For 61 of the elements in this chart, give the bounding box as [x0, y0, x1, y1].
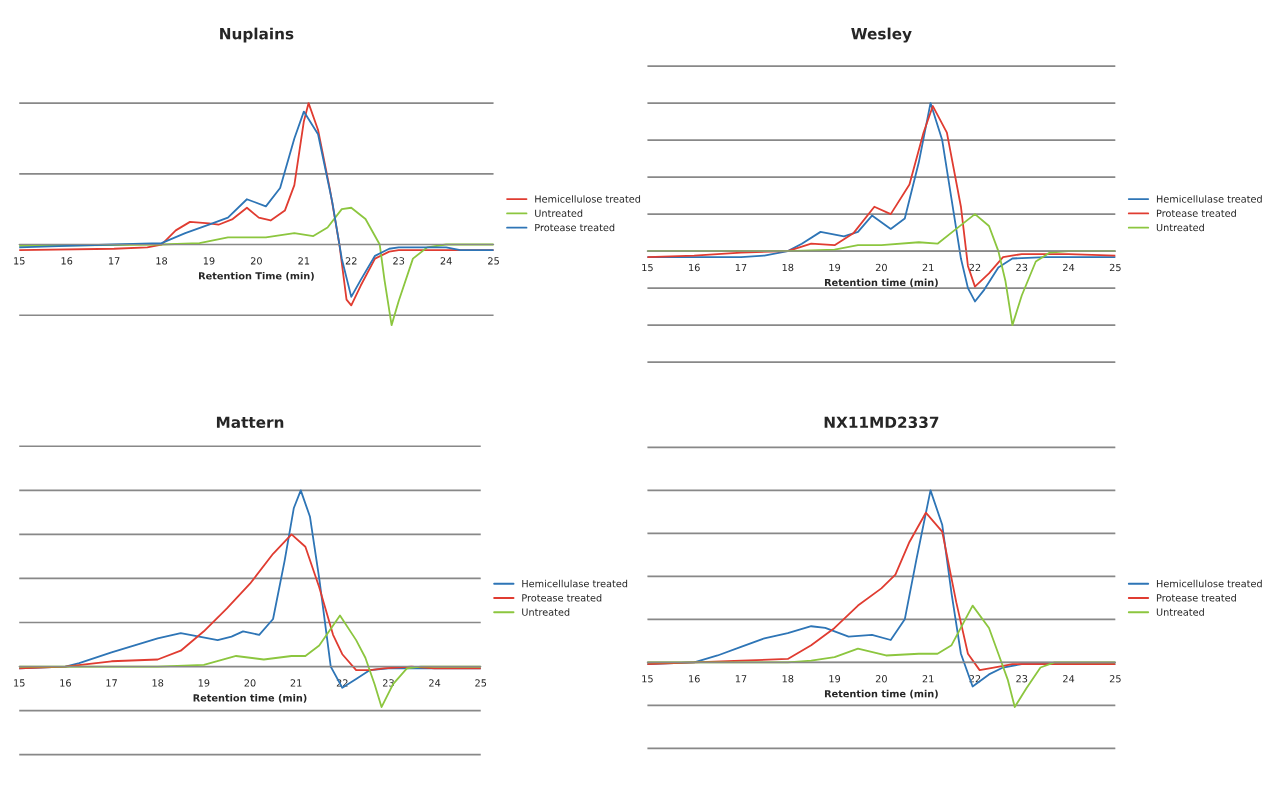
legend-label: Untreated [1156, 608, 1204, 616]
legend-label: Hemicellulase treated [1156, 195, 1262, 203]
legend-label: Hemicellulase treated [522, 579, 628, 588]
x-tick-label: 24 [1063, 263, 1075, 271]
x-tick-label: 23 [1016, 263, 1028, 272]
x-tick-label: 22 [345, 257, 357, 265]
x-tick-label: 16 [61, 257, 73, 265]
x-tick-label: 16 [689, 675, 700, 683]
chart-title: NX11MD2337 [824, 416, 939, 429]
x-tick-label: 16 [60, 679, 71, 687]
x-tick-label: 17 [106, 679, 117, 687]
legend-label: Protease treated [522, 594, 602, 602]
x-tick-label: 22 [969, 263, 981, 271]
x-tick-label: 25 [1109, 675, 1121, 683]
x-tick-label: 18 [782, 263, 794, 272]
x-tick-label: 21 [290, 679, 302, 687]
x-tick-label: 21 [922, 675, 934, 683]
x-tick-label: 24 [1063, 675, 1075, 683]
x-axis-title: Retention time (min) [824, 278, 938, 288]
x-tick-label: 19 [829, 263, 841, 272]
x-tick-label: 24 [440, 257, 452, 265]
x-tick-label: 19 [829, 675, 841, 683]
x-tick-label: 19 [203, 257, 215, 265]
legend-label: Hemicellulose treated [535, 195, 641, 203]
chart-title: Wesley [851, 27, 912, 43]
x-tick-label: 19 [198, 679, 210, 687]
x-tick-label: 17 [735, 675, 747, 683]
x-tick-label: 18 [152, 679, 164, 687]
x-tick-label: 17 [108, 257, 120, 265]
x-tick-label: 15 [642, 263, 653, 272]
x-tick-label: 16 [689, 263, 700, 272]
x-axis-title: Retention time (min) [193, 694, 307, 703]
x-tick-label: 18 [782, 675, 794, 683]
x-tick-label: 18 [156, 257, 168, 265]
x-tick-label: 15 [14, 679, 25, 687]
x-tick-label: 17 [735, 263, 747, 271]
x-tick-label: 21 [922, 263, 934, 271]
x-tick-label: 23 [1016, 675, 1028, 683]
legend-label: Protease treated [535, 223, 615, 232]
x-axis-title: Retention time (min) [824, 689, 938, 699]
chart-title: Mattern [216, 416, 284, 429]
x-tick-label: 20 [250, 257, 262, 265]
legend-label: Protease treated [1156, 209, 1236, 217]
legend-label: Untreated [522, 608, 570, 616]
legend-label: Protease treated [1156, 594, 1236, 602]
legend-label: Hemicellulose treated [1156, 579, 1262, 588]
x-tick-label: 25 [1109, 263, 1121, 272]
x-tick-label: 20 [244, 679, 256, 687]
x-tick-label: 25 [475, 679, 487, 687]
x-tick-label: 25 [488, 257, 499, 265]
x-tick-label: 15 [642, 675, 653, 683]
x-tick-label: 24 [429, 679, 441, 687]
x-tick-label: 20 [875, 263, 887, 272]
legend-label: Untreated [1156, 223, 1204, 232]
x-tick-label: 23 [393, 257, 405, 265]
legend-label: Untreated [535, 209, 583, 217]
chart-title: Nuplains [220, 27, 294, 43]
x-tick-label: 20 [875, 675, 887, 683]
x-tick-label: 15 [14, 257, 25, 265]
x-tick-label: 21 [298, 257, 310, 265]
x-axis-title: Retention Time (min) [199, 271, 314, 281]
